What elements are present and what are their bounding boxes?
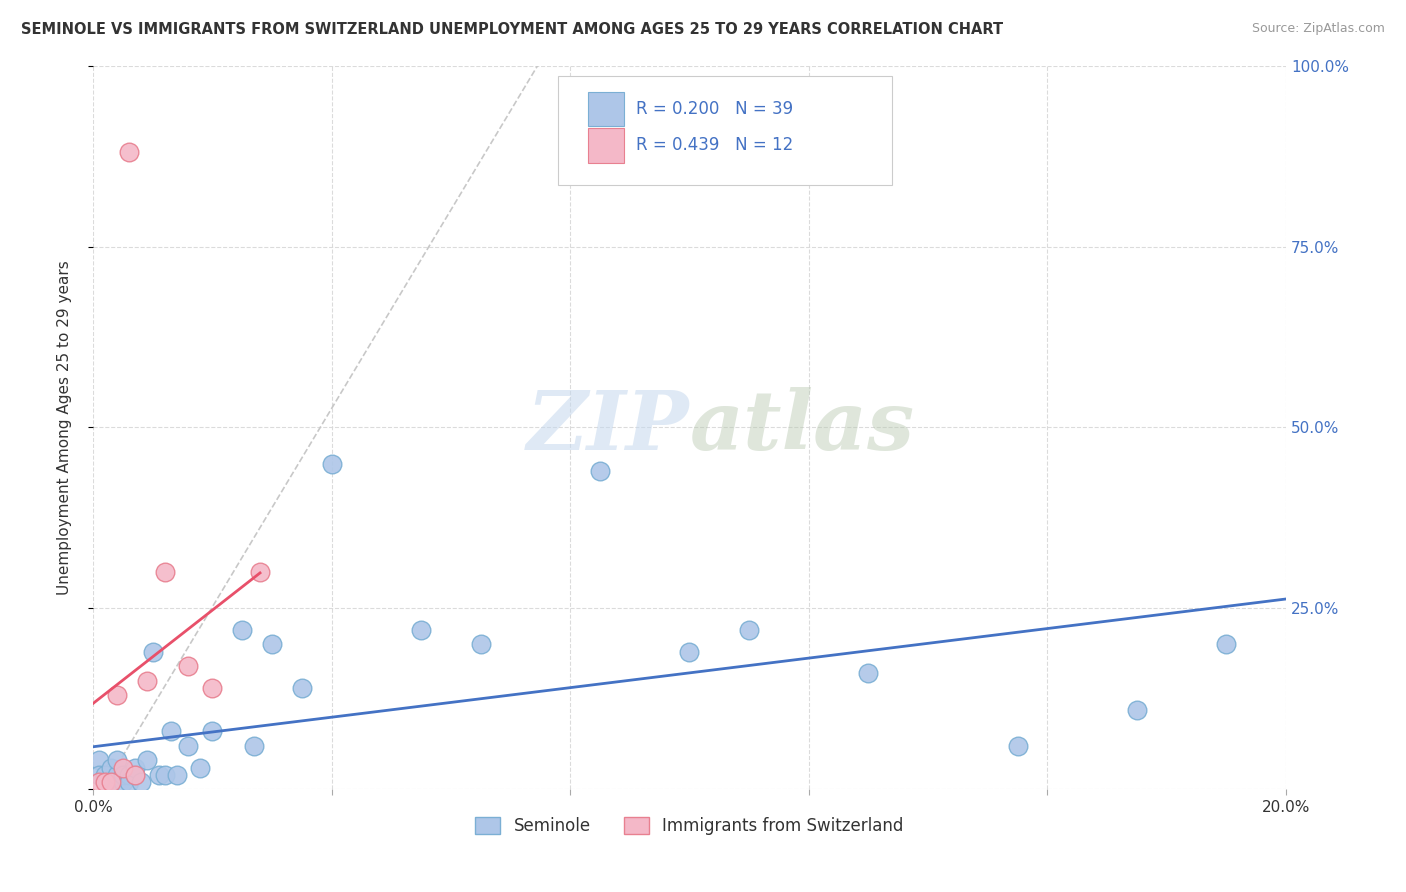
Point	[858, 666, 880, 681]
Point	[129, 775, 152, 789]
FancyBboxPatch shape	[558, 77, 893, 185]
Point	[159, 724, 181, 739]
Point	[105, 688, 128, 702]
Point	[1126, 703, 1149, 717]
Point	[135, 673, 157, 688]
Point	[135, 753, 157, 767]
Point	[177, 739, 200, 753]
Point	[243, 739, 266, 753]
Point	[100, 760, 122, 774]
Point	[249, 565, 271, 579]
Point	[87, 775, 110, 789]
Point	[589, 464, 612, 478]
Point	[166, 768, 188, 782]
Text: R = 0.439   N = 12: R = 0.439 N = 12	[636, 136, 793, 154]
Text: SEMINOLE VS IMMIGRANTS FROM SWITZERLAND UNEMPLOYMENT AMONG AGES 25 TO 29 YEARS C: SEMINOLE VS IMMIGRANTS FROM SWITZERLAND …	[21, 22, 1004, 37]
Legend: Seminole, Immigrants from Switzerland: Seminole, Immigrants from Switzerland	[475, 817, 904, 835]
FancyBboxPatch shape	[588, 92, 624, 127]
Point	[124, 768, 146, 782]
Point	[94, 775, 117, 789]
Point	[470, 638, 492, 652]
Point	[153, 565, 176, 579]
Point	[118, 775, 141, 789]
Point	[111, 760, 134, 774]
Text: Source: ZipAtlas.com: Source: ZipAtlas.com	[1251, 22, 1385, 36]
Point	[321, 457, 343, 471]
Point	[94, 768, 117, 782]
FancyBboxPatch shape	[588, 128, 624, 162]
Point	[111, 768, 134, 782]
Point	[118, 145, 141, 160]
Text: atlas: atlas	[689, 387, 915, 467]
Point	[111, 775, 134, 789]
Point	[190, 760, 212, 774]
Y-axis label: Unemployment Among Ages 25 to 29 years: Unemployment Among Ages 25 to 29 years	[58, 260, 72, 595]
Point	[1215, 638, 1237, 652]
Point	[738, 623, 761, 637]
Text: R = 0.200   N = 39: R = 0.200 N = 39	[636, 100, 793, 118]
Point	[105, 768, 128, 782]
Point	[87, 768, 110, 782]
Point	[678, 645, 700, 659]
Point	[87, 753, 110, 767]
Point	[94, 775, 117, 789]
Point	[291, 681, 314, 695]
Point	[100, 775, 122, 789]
Point	[260, 638, 283, 652]
Point	[201, 724, 224, 739]
Point	[177, 659, 200, 673]
Text: ZIP: ZIP	[527, 387, 689, 467]
Point	[409, 623, 432, 637]
Point	[201, 681, 224, 695]
Point	[100, 775, 122, 789]
Point	[153, 768, 176, 782]
Point	[231, 623, 253, 637]
Point	[100, 775, 122, 789]
Point	[118, 768, 141, 782]
Point	[142, 645, 165, 659]
Point	[124, 768, 146, 782]
Point	[1007, 739, 1029, 753]
Point	[124, 760, 146, 774]
Point	[148, 768, 170, 782]
Point	[105, 753, 128, 767]
